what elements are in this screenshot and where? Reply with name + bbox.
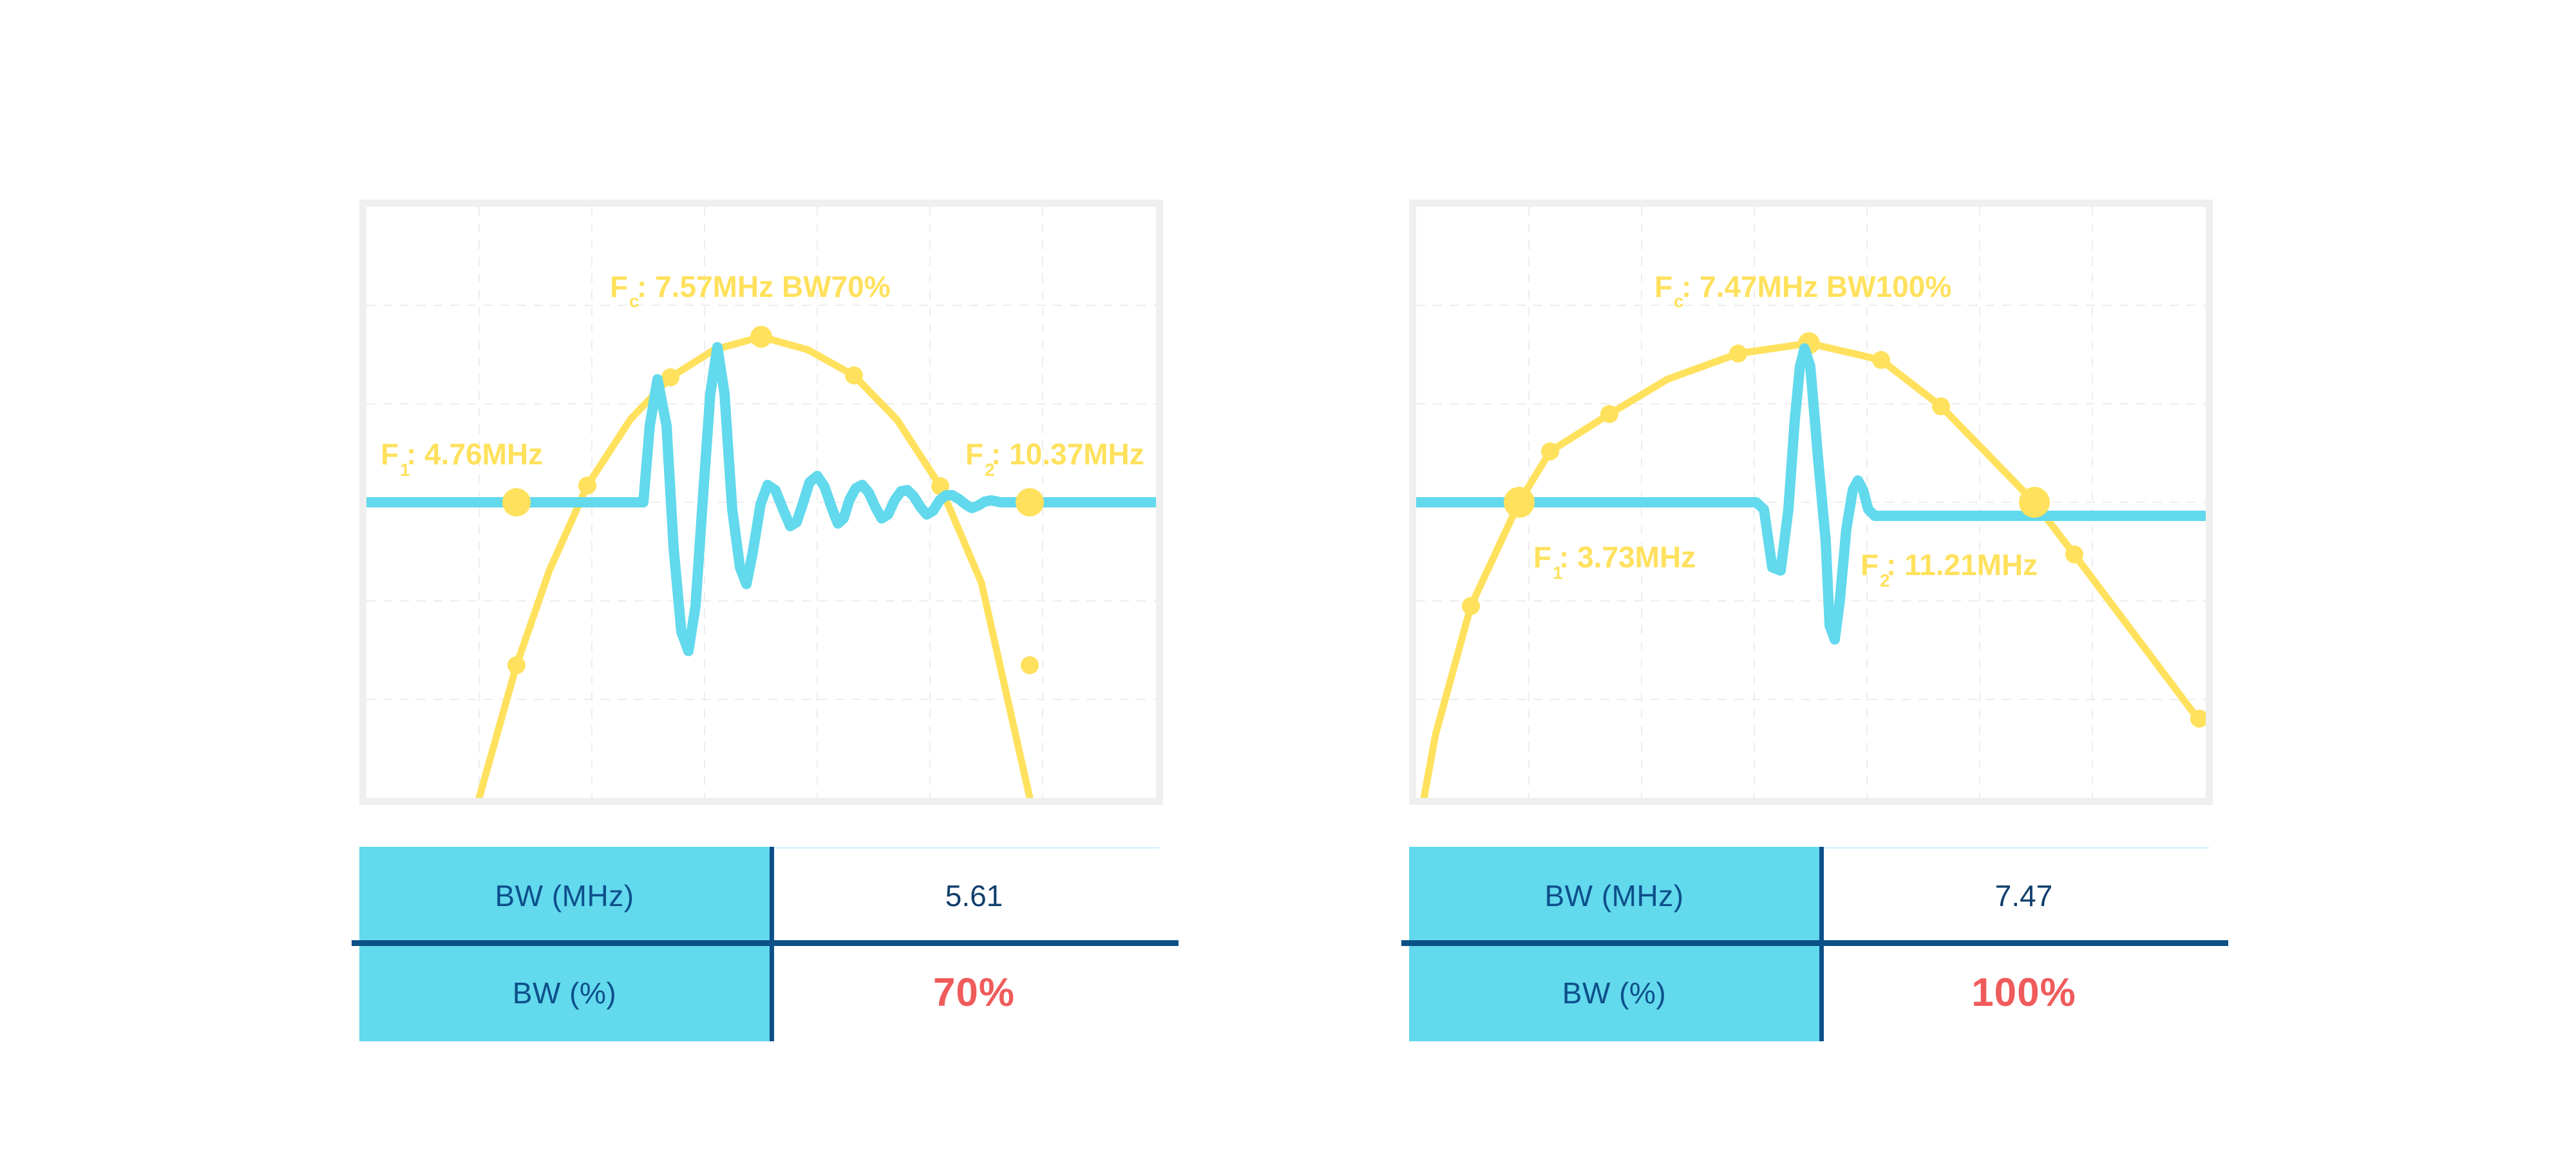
fc-label-text-right: : 7.47MHz BW100% <box>1681 270 1951 303</box>
fc-label-prefix-left: F <box>610 270 628 303</box>
f2-label-text-left: : 10.37MHz <box>991 437 1144 471</box>
table-row: BW (%) 70% <box>359 944 1179 1041</box>
table-horizontal-rule-left <box>352 940 1179 946</box>
f2-marker-left <box>1016 488 1044 516</box>
f2-label-sub-right: 2 <box>1880 571 1890 591</box>
bw-pct-value-right: 100% <box>1971 970 2076 1015</box>
f1-label-prefix-right: F <box>1533 540 1551 574</box>
f2-annotation-left: F 2 : 10.37MHz <box>965 437 1144 480</box>
f2-label-prefix-left: F <box>965 437 983 471</box>
f1-annotation-right: F 1 : 3.73MHz <box>1533 540 1696 583</box>
bw-pct-label-right: BW (%) <box>1409 944 1819 1041</box>
f1-label-sub-left: 1 <box>400 460 410 480</box>
table-row: BW (MHz) 7.47 <box>1409 847 2228 944</box>
f2-label-sub-left: 2 <box>985 460 995 480</box>
result-table-right: BW (MHz) 7.47 BW (%) 100% <box>1401 847 2228 1041</box>
table-top-rule-left <box>770 847 1159 849</box>
f1-marker-left <box>502 488 531 516</box>
spectrum-markers-right <box>1462 332 2206 728</box>
pulse-waveform-right <box>1416 343 2206 645</box>
table-row: BW (%) 100% <box>1409 944 2228 1041</box>
plot-frame-left: F c : 7.57MHz BW70% F 1 : 4.76MHz F 2 : … <box>359 200 1163 805</box>
result-table-left: BW (MHz) 5.61 BW (%) 70% <box>352 847 1179 1041</box>
plot-frame-right: F c : 7.47MHz BW100% F 1 : 3.73MHz F 2 :… <box>1409 200 2213 805</box>
bw-pct-value-left: 70% <box>933 970 1016 1015</box>
fc-label-text-left: : 7.57MHz BW70% <box>637 270 891 303</box>
f2-annotation-right: F 2 : 11.21MHz <box>1861 548 2038 591</box>
pulse-waveform-left <box>366 342 1156 656</box>
f2-label-text-right: : 11.21MHz <box>1886 548 2038 582</box>
panel-right: F c : 7.47MHz BW100% F 1 : 3.73MHz F 2 :… <box>1050 0 2338 1154</box>
f1-label-text-right: : 3.73MHz <box>1559 540 1696 574</box>
table-row: BW (MHz) 5.61 <box>359 847 1179 944</box>
plot-canvas-right: F c : 7.47MHz BW100% F 1 : 3.73MHz F 2 :… <box>1416 207 2206 798</box>
f1-label-prefix-left: F <box>381 437 399 471</box>
bw-mhz-value-left: 5.61 <box>945 878 1003 913</box>
spectrum-markers-left <box>507 326 1039 674</box>
fc-label-sub-right: c <box>1674 291 1684 311</box>
f2-label-prefix-right: F <box>1861 548 1879 582</box>
fc-label-prefix-right: F <box>1654 270 1672 303</box>
f1-label-sub-right: 1 <box>1553 563 1563 583</box>
f2-marker-right <box>2019 487 2050 518</box>
spectrum-curve-left <box>475 333 1034 798</box>
table-top-rule-right <box>1819 847 2209 849</box>
bw-mhz-label-left: BW (MHz) <box>359 847 770 944</box>
fc-label-sub-left: c <box>629 291 639 311</box>
f1-label-text-left: : 4.76MHz <box>406 437 543 471</box>
plot-canvas-left: F c : 7.57MHz BW70% F 1 : 4.76MHz F 2 : … <box>366 207 1156 798</box>
f1-marker-right <box>1504 487 1535 518</box>
bw-mhz-value-right: 7.47 <box>1994 878 2053 913</box>
fc-annotation-right: F c : 7.47MHz BW100% <box>1654 270 1951 311</box>
fc-annotation-left: F c : 7.57MHz BW70% <box>610 270 891 311</box>
panel-left: F c : 7.57MHz BW70% F 1 : 4.76MHz F 2 : … <box>352 200 1179 1041</box>
gridlines-right <box>1416 207 2206 798</box>
f1-annotation-left: F 1 : 4.76MHz <box>381 437 543 480</box>
bw-mhz-label-right: BW (MHz) <box>1409 847 1819 944</box>
table-horizontal-rule-right <box>1401 940 2228 946</box>
bw-pct-label-left: BW (%) <box>359 944 770 1041</box>
